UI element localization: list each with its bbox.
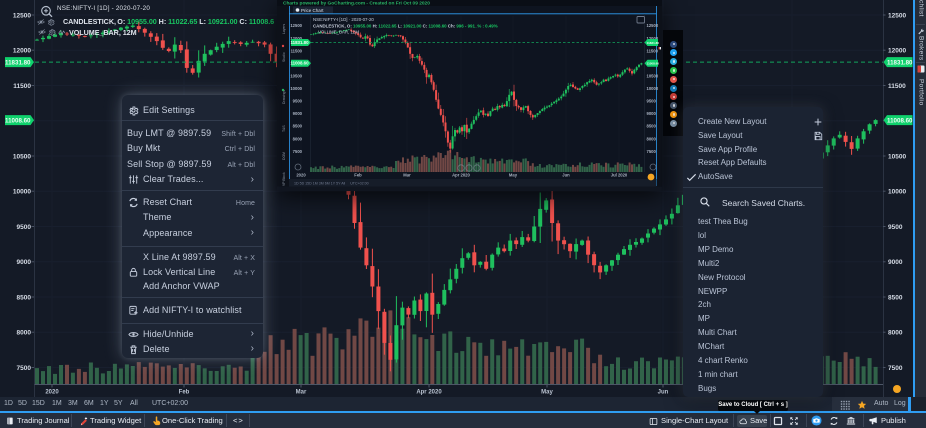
svg-text:T&S: T&S <box>282 125 286 132</box>
svg-text:12500: 12500 <box>888 12 906 19</box>
svg-text:11008.60: 11008.60 <box>5 118 31 125</box>
svg-text:11500: 11500 <box>647 48 659 53</box>
svg-text:11831.80: 11831.80 <box>290 40 309 45</box>
svg-text:8000: 8000 <box>647 136 657 141</box>
svg-text:9500: 9500 <box>647 99 657 104</box>
svg-text:9500: 9500 <box>293 99 303 104</box>
svg-text:10000: 10000 <box>290 86 302 91</box>
svg-text:NSE:NIFTY-I [1D] · 2020-07-20: NSE:NIFTY-I [1D] · 2020-07-20 <box>313 17 374 22</box>
svg-text:Jun: Jun <box>658 390 669 396</box>
svg-text:May: May <box>509 173 518 178</box>
svg-text:Feb: Feb <box>354 173 362 178</box>
svg-text:9000: 9000 <box>647 111 657 116</box>
svg-text:VP Block: VP Block <box>282 172 286 186</box>
svg-text:Layers: Layers <box>282 24 286 34</box>
svg-text:8500: 8500 <box>647 124 657 129</box>
svg-text:11500: 11500 <box>888 83 906 90</box>
svg-text:12500: 12500 <box>13 12 31 19</box>
svg-text:10500: 10500 <box>13 153 31 160</box>
svg-text:12000: 12000 <box>888 48 906 55</box>
svg-text:8000: 8000 <box>293 136 303 141</box>
svg-text:8000: 8000 <box>17 330 32 337</box>
svg-text:12000: 12000 <box>13 48 31 55</box>
svg-text:Feb: Feb <box>179 390 190 396</box>
svg-text:Apr 2020: Apr 2020 <box>452 173 470 178</box>
svg-text:9000: 9000 <box>17 259 32 266</box>
svg-text:9500: 9500 <box>888 224 903 231</box>
svg-text:11008.60: 11008.60 <box>290 61 309 66</box>
svg-text:8500: 8500 <box>293 124 303 129</box>
svg-text:7500: 7500 <box>17 365 32 372</box>
svg-text:12000: 12000 <box>647 36 659 41</box>
svg-text:11008.60: 11008.60 <box>647 62 660 66</box>
svg-text:11500: 11500 <box>13 83 31 90</box>
svg-text:12000: 12000 <box>290 36 302 41</box>
svg-text:Mar: Mar <box>403 173 411 178</box>
svg-text:9500: 9500 <box>17 224 32 231</box>
svg-text:7500: 7500 <box>647 149 657 154</box>
svg-text:9000: 9000 <box>888 259 903 266</box>
svg-text:10000: 10000 <box>13 189 31 196</box>
svg-text:Studio: Studio <box>282 52 286 62</box>
svg-text:Apr 2020: Apr 2020 <box>416 390 442 396</box>
svg-text:10500: 10500 <box>290 74 302 79</box>
svg-text:8500: 8500 <box>888 294 903 301</box>
svg-text:Charts powered by GoCharting.c: Charts powered by GoCharting.com - Creat… <box>283 1 430 7</box>
svg-text:10500: 10500 <box>647 74 659 79</box>
svg-text:Mar: Mar <box>296 390 307 396</box>
svg-text:CANDLESTICK, O: 10955.00 H: 11: CANDLESTICK, O: 10955.00 H: 11022.65 L: … <box>313 24 498 29</box>
svg-text:11831.80: 11831.80 <box>887 60 913 67</box>
svg-text:10000: 10000 <box>888 189 906 196</box>
svg-text:8500: 8500 <box>17 294 32 301</box>
svg-text:12500: 12500 <box>290 23 302 28</box>
svg-text:11500: 11500 <box>291 48 303 53</box>
svg-text:10000: 10000 <box>647 86 659 91</box>
svg-text:1D 5D 15D 1M 3M 6M 1Y 5: 1D 5D 15D 1M 3M 6M 1Y 5Y All UTC+02:00 <box>294 182 369 186</box>
svg-text:Jun: Jun <box>562 173 570 178</box>
svg-text:May: May <box>541 390 553 396</box>
svg-text:12500: 12500 <box>647 23 659 28</box>
svg-text:Price Chart: Price Chart <box>301 8 324 13</box>
svg-text:7500: 7500 <box>888 365 903 372</box>
svg-text:Jul 2020: Jul 2020 <box>611 173 628 178</box>
svg-text:2020: 2020 <box>45 390 59 396</box>
svg-text:11831.80: 11831.80 <box>647 41 660 45</box>
svg-text:2020: 2020 <box>296 173 306 178</box>
svg-text:9000: 9000 <box>293 111 303 116</box>
svg-text:DOM: DOM <box>282 152 286 160</box>
svg-text:10500: 10500 <box>888 153 906 160</box>
svg-text:8000: 8000 <box>888 330 903 337</box>
svg-text:VOLUME_BAR, 12M: VOLUME_BAR, 12M <box>318 30 359 35</box>
svg-text:7500: 7500 <box>293 149 303 154</box>
svg-text:Drawings: Drawings <box>282 90 286 104</box>
svg-text:11008.60: 11008.60 <box>887 118 913 125</box>
svg-text:11831.80: 11831.80 <box>5 60 31 67</box>
